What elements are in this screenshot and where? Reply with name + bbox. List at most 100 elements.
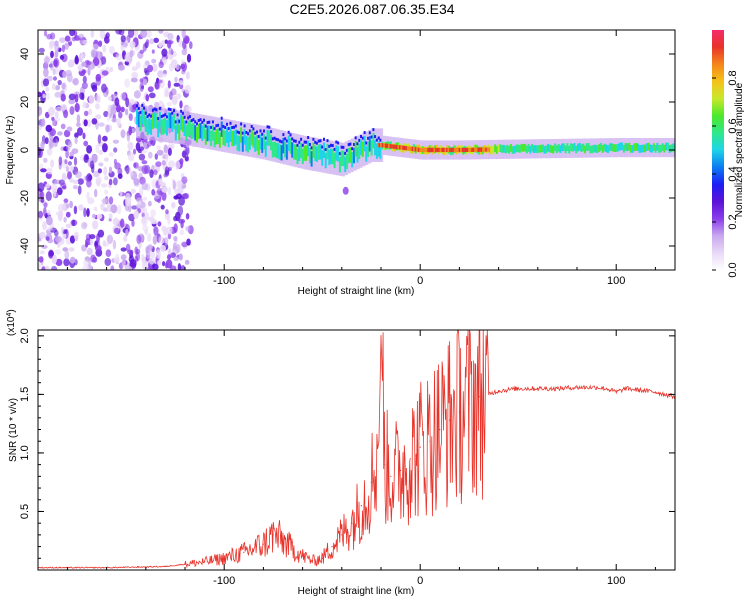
spectrogram-ridge-cell <box>559 145 562 153</box>
spectrogram-ridge-cell <box>622 144 625 153</box>
spectrogram-noise-pixel <box>154 101 160 108</box>
spectrogram-ridge-cell <box>241 136 244 152</box>
spectrogram-noise-pixel <box>43 30 48 37</box>
spectrogram-ridge-edge <box>236 130 239 134</box>
spectrogram-ridge-cell <box>188 119 191 136</box>
spectrogram-noise-pixel <box>164 87 170 95</box>
spectrogram-peak-cell <box>405 146 407 151</box>
spectrogram-noise-pixel <box>164 166 170 175</box>
spectrogram-noise-pixel <box>45 236 50 241</box>
spectrogram-ridge-cell <box>501 145 504 153</box>
spectrogram-ridge-edge <box>190 119 193 123</box>
snr-data-point <box>223 557 225 559</box>
spectrogram-ridge-cell <box>654 145 657 153</box>
spectrogram-noise-pixel <box>151 63 158 72</box>
spectrogram-ridge-cell <box>351 152 354 168</box>
spectrogram-ridge-edge <box>303 140 306 144</box>
spectrogram-ridge-cell <box>301 148 304 164</box>
snr-data-point <box>635 389 637 391</box>
spectrogram-ridge-edge <box>268 125 271 129</box>
spectrogram-ridge-edge <box>330 143 332 147</box>
spectrogram-noise-pixel <box>106 234 114 244</box>
spectrogram-noise-pixel <box>100 203 105 211</box>
spectrogram-noise-pixel <box>133 210 139 220</box>
spectrogram-noise-pixel <box>182 192 190 200</box>
spectrogram-peak-cell <box>430 147 432 153</box>
spectrogram-ridge-cell <box>517 144 519 153</box>
spectrogram-ridge-cell <box>197 123 200 140</box>
spectrogram-ridge-edge <box>278 139 281 143</box>
snr-data-point <box>556 387 559 390</box>
spectrogram-noise-pixel <box>120 247 127 252</box>
spectrogram-ridge-cell <box>284 142 287 158</box>
spectrogram-noise-pixel <box>89 160 95 169</box>
snr-data-point <box>164 565 166 568</box>
spectrogram-ridge-cell <box>360 139 362 156</box>
spectrogram-noise-pixel <box>96 51 102 59</box>
spectrogram-noise-pixel <box>167 32 174 41</box>
spectrogram-noise-pixel <box>80 39 84 45</box>
spectrogram-noise-pixel <box>112 217 119 226</box>
spectrogram-noise-pixel <box>175 93 182 100</box>
spectrogram-noise-pixel <box>116 105 122 113</box>
snr-multiplier-base: (x10 <box>6 316 17 336</box>
spectrogram-ridge-edge <box>199 118 202 122</box>
spectrogram-noise-pixel <box>66 203 70 209</box>
spectrogram-noise-pixel <box>143 142 147 149</box>
spectrogram-noise-pixel <box>134 246 138 255</box>
spectrogram-ridge-cell <box>143 111 146 127</box>
spectrogram-noise-pixel <box>78 204 84 211</box>
spectrogram-noise-pixel <box>155 249 161 259</box>
spectrogram-noise-pixel <box>161 48 168 57</box>
spectrogram-ridge-cell <box>672 143 675 152</box>
spectrogram-ridge-edge <box>298 140 301 144</box>
spectrogram-ridge-cell <box>227 131 230 148</box>
spectrogram-noise-pixel <box>158 178 162 186</box>
spectrogram-noise-pixel <box>161 160 166 166</box>
spectrogram-noise-pixel <box>123 235 128 242</box>
spectrogram-noise-pixel <box>50 266 58 270</box>
spectrogram-ridge-edge <box>247 132 250 136</box>
spectrogram-ridge-cell <box>628 142 631 151</box>
spectrogram-ridge-edge <box>282 133 285 137</box>
spectrogram-noise-pixel <box>72 77 79 86</box>
spectrogram-noise-pixel <box>54 85 61 91</box>
spectrogram-noise-pixel <box>128 113 133 121</box>
spectrogram-noise-pixel <box>131 219 135 227</box>
spectrogram-noise-pixel <box>38 256 44 263</box>
spectrogram-noise-pixel <box>186 53 192 63</box>
spectrogram-ridge-cell <box>356 147 359 163</box>
spectrogram-ridge-edge <box>319 139 322 143</box>
spectrogram-ridge-cell <box>206 125 209 142</box>
spectrogram-noise-pixel <box>65 211 71 218</box>
spectrogram-peak-cell <box>486 147 489 152</box>
colorbar-gradient <box>712 30 724 270</box>
spectrogram-ridge-cell <box>185 125 188 141</box>
spectrogram-noise-pixel <box>173 82 180 87</box>
snr-data-point <box>272 534 274 536</box>
spectrogram-ridge-cell <box>633 143 636 152</box>
spectrogram-noise-pixel <box>117 173 123 180</box>
spectrogram-ridge-edge <box>264 136 267 140</box>
spectrogram-ridge-cell <box>349 147 352 163</box>
spectrogram-ridge-cell <box>645 143 648 151</box>
spectrogram-noise-pixel <box>151 263 159 270</box>
spectrogram-noise-pixel <box>76 122 81 127</box>
spectrogram-noise-pixel <box>56 187 63 196</box>
spectrogram-noise-pixel <box>120 106 125 113</box>
spectrogram-ridge-cell <box>527 144 530 152</box>
spectrogram-ridge-edge <box>275 137 278 141</box>
spectrogram-ridge-cell <box>492 146 495 155</box>
spectrogram-noise-pixel <box>129 171 134 177</box>
spectrogram-ridge-edge <box>351 147 354 151</box>
spectrogram-peak-cell <box>439 147 442 153</box>
spectrogram-noise-pixel <box>73 156 78 166</box>
spectrogram-ridge-edge <box>356 142 359 146</box>
spectrogram-ridge-edge <box>137 107 140 110</box>
spectrogram-ridge-cell <box>499 144 502 152</box>
spectrogram-peak-cell <box>472 147 475 152</box>
spectrogram-peak-cell <box>464 147 467 153</box>
spectrogram-ridge-edge <box>370 135 373 139</box>
spectrogram-ridge-edge <box>243 124 246 128</box>
spectrogram-noise-pixel <box>179 100 183 109</box>
